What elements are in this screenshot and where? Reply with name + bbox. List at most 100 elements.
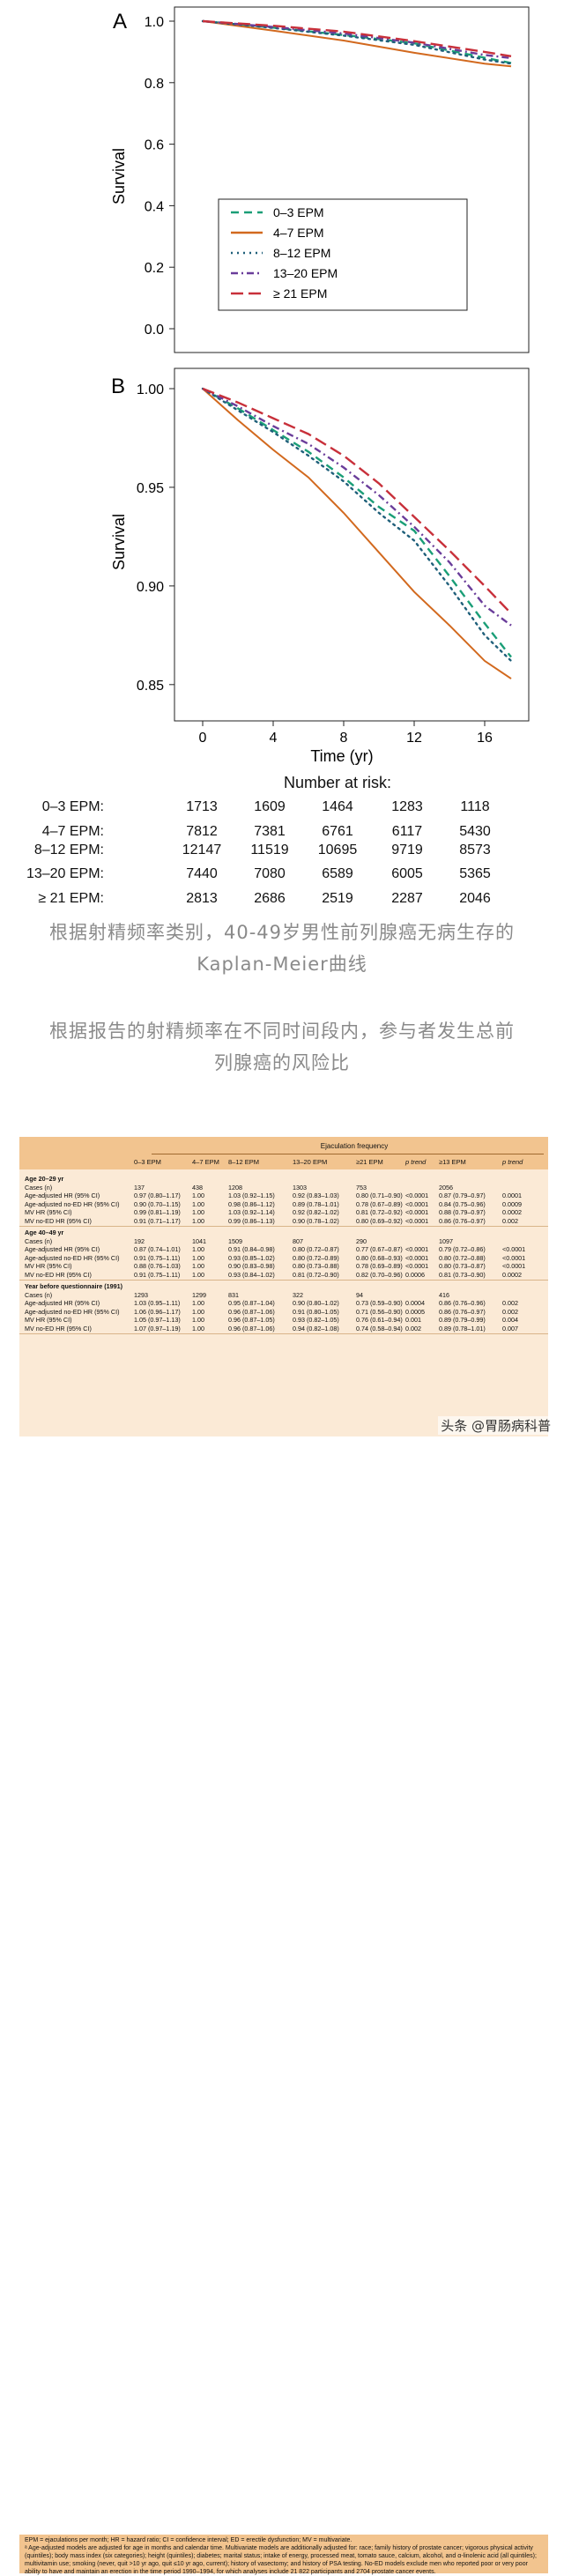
table-cell: 0.89 (0.79–0.99) <box>439 1316 486 1325</box>
panel-b-label: B <box>111 375 125 398</box>
chart-panel-a: A Survival 0.0 0.2 0.4 0.6 0.8 1.0 0–3 EPM 4–7… <box>110 6 530 353</box>
table-cell: 1.00 <box>192 1216 204 1225</box>
y-tick-label: 1.0 <box>145 15 164 30</box>
table-cell: 0.78 (0.69–0.89) <box>356 1262 403 1271</box>
table-cell: 0.93 (0.85–1.02) <box>228 1253 275 1262</box>
legend-label: 0–3 EPM <box>273 205 324 219</box>
table-cell: <0.0001 <box>405 1199 429 1208</box>
footnote-abbreviations: EPM = ejaculations per month; HR = hazar… <box>25 2537 352 2543</box>
table-cell: 1.00 <box>192 1253 204 1262</box>
table-cell: <0.0001 <box>405 1262 429 1271</box>
x-tick-label: 12 <box>406 731 422 746</box>
table-cell: 0.88 (0.76–1.03) <box>134 1262 181 1271</box>
table-cell: 0.80 (0.72–0.87) <box>293 1245 339 1254</box>
table-cell: 753 <box>356 1184 367 1191</box>
risk-table-title: Number at risk: <box>284 774 392 791</box>
x-tick-label: 0 <box>199 731 207 746</box>
table-cell: 0.0004 <box>405 1299 425 1308</box>
table-cell: <0.0001 <box>502 1253 526 1262</box>
table-cell: 0.93 (0.84–1.02) <box>228 1270 275 1279</box>
x-tick-label: 4 <box>270 731 278 746</box>
table-cell: 0.98 (0.86–1.12) <box>228 1199 275 1208</box>
table-cell: 0.002 <box>502 1216 518 1225</box>
table-cell: 322 <box>293 1291 303 1299</box>
table-cell: 1041 <box>192 1237 206 1245</box>
legend-label: ≥ 21 EPM <box>273 286 327 301</box>
group-header: Ejaculation frequency <box>320 1142 389 1150</box>
table-cell: 0.87 (0.79–0.97) <box>439 1191 486 1200</box>
table-cell: 290 <box>356 1237 367 1245</box>
risk-value: 5430 <box>459 824 491 839</box>
caption-1-line-2: Kaplan-Meier曲线 <box>197 954 367 975</box>
table-cell: 1299 <box>192 1291 206 1299</box>
table-cell: 0.80 (0.71–0.90) <box>356 1191 403 1200</box>
risk-value: 1713 <box>186 799 218 814</box>
table-cell: 2056 <box>439 1184 453 1191</box>
caption-2: 根据报告的射精频率在不同时间段内，参与者发生总前 列腺癌的风险比 <box>0 1015 564 1079</box>
hazard-ratio-table: Ejaculation frequency 0–3 EPM 4–7 EPM 8–12… <box>19 1137 548 2575</box>
table-cell: 0.0005 <box>405 1307 425 1316</box>
table-cell: 0.71 (0.56–0.90) <box>356 1307 403 1316</box>
row-label: Cases (n) <box>25 1291 53 1299</box>
panel-a-frame <box>174 6 530 353</box>
footnote-models: ᵃ Age-adjusted models are adjusted for a… <box>25 2545 537 2575</box>
table-cell: 0.91 (0.75–1.11) <box>134 1270 181 1279</box>
column-header: ≥13 EPM <box>439 1158 466 1166</box>
table-cell: 0.86 (0.76–0.96) <box>439 1299 486 1308</box>
table-cell: 1.00 <box>192 1208 204 1217</box>
table-cell: 0.77 (0.67–0.87) <box>356 1245 403 1254</box>
y-tick-label: 0.2 <box>145 261 164 276</box>
table-cell: 0.001 <box>405 1316 421 1325</box>
table-cell: <0.0001 <box>405 1245 429 1254</box>
table-cell: 1.00 <box>192 1270 204 1279</box>
table-cell: <0.0001 <box>405 1191 429 1200</box>
table-cell: 192 <box>134 1237 145 1245</box>
row-label: Age-adjusted no-ED HR (95% CI) <box>25 1199 120 1208</box>
table-cell: 1.00 <box>192 1262 204 1271</box>
table-cell: 1509 <box>228 1237 242 1245</box>
row-label: MV no-ED HR (95% CI) <box>25 1216 92 1225</box>
table-cell: 1.00 <box>192 1324 204 1333</box>
table-cell: 0.90 (0.78–1.02) <box>293 1216 339 1225</box>
legend-box <box>218 198 468 311</box>
table-cell: 0.90 (0.70–1.15) <box>134 1199 181 1208</box>
table-cell: 0.82 (0.70–0.96) <box>356 1270 403 1279</box>
table-cell: 0.80 (0.72–0.88) <box>439 1253 486 1262</box>
row-label: MV HR (95% CI) <box>25 1262 72 1271</box>
row-label: MV no-ED HR (95% CI) <box>25 1270 92 1279</box>
y-tick-label: 0.8 <box>145 77 164 92</box>
y-tick-label: 0.95 <box>137 481 164 496</box>
table-cell: 1.06 (0.96–1.17) <box>134 1307 181 1316</box>
table-cell: 0.74 (0.58–0.94) <box>356 1324 403 1333</box>
column-header: p trend <box>405 1158 427 1166</box>
table-cell: 0.80 (0.73–0.88) <box>293 1262 339 1271</box>
section-divider <box>19 1333 548 1334</box>
legend-label: 4–7 EPM <box>273 226 324 240</box>
table-cell: <0.0001 <box>405 1253 429 1262</box>
legend-label: 13–20 EPM <box>273 266 338 280</box>
risk-row-label: 8–12 EPM: <box>33 843 104 857</box>
series-line-4 <box>202 387 512 615</box>
table-cell: <0.0001 <box>405 1208 429 1217</box>
table-cell: 0.91 (0.80–1.05) <box>293 1307 339 1316</box>
risk-value: 2046 <box>459 891 491 906</box>
table-cell: 0.81 (0.72–0.92) <box>356 1208 403 1217</box>
table-cell: 807 <box>293 1237 303 1245</box>
column-header: 8–12 EPM <box>228 1158 260 1166</box>
panel-a-label: A <box>113 10 127 33</box>
risk-value: 6761 <box>322 824 353 839</box>
risk-value: 9719 <box>391 843 423 857</box>
y-tick-label: 1.00 <box>137 382 164 397</box>
row-label: Age-adjusted HR (95% CI) <box>25 1299 100 1308</box>
table-cell: 0.002 <box>502 1307 518 1316</box>
table-cell: 1293 <box>134 1291 148 1299</box>
table-cell: 1097 <box>439 1237 453 1245</box>
row-label: MV HR (95% CI) <box>25 1208 72 1217</box>
x-tick-label: 16 <box>477 731 493 746</box>
y-tick-label: 0.90 <box>137 580 164 595</box>
table-cell: 1208 <box>228 1184 242 1191</box>
y-tick-label: 0.6 <box>145 138 164 153</box>
column-header: 0–3 EPM <box>134 1158 161 1166</box>
table-cell: 0.95 (0.87–1.04) <box>228 1299 275 1308</box>
table-cell: 0.90 (0.80–1.02) <box>293 1299 339 1308</box>
